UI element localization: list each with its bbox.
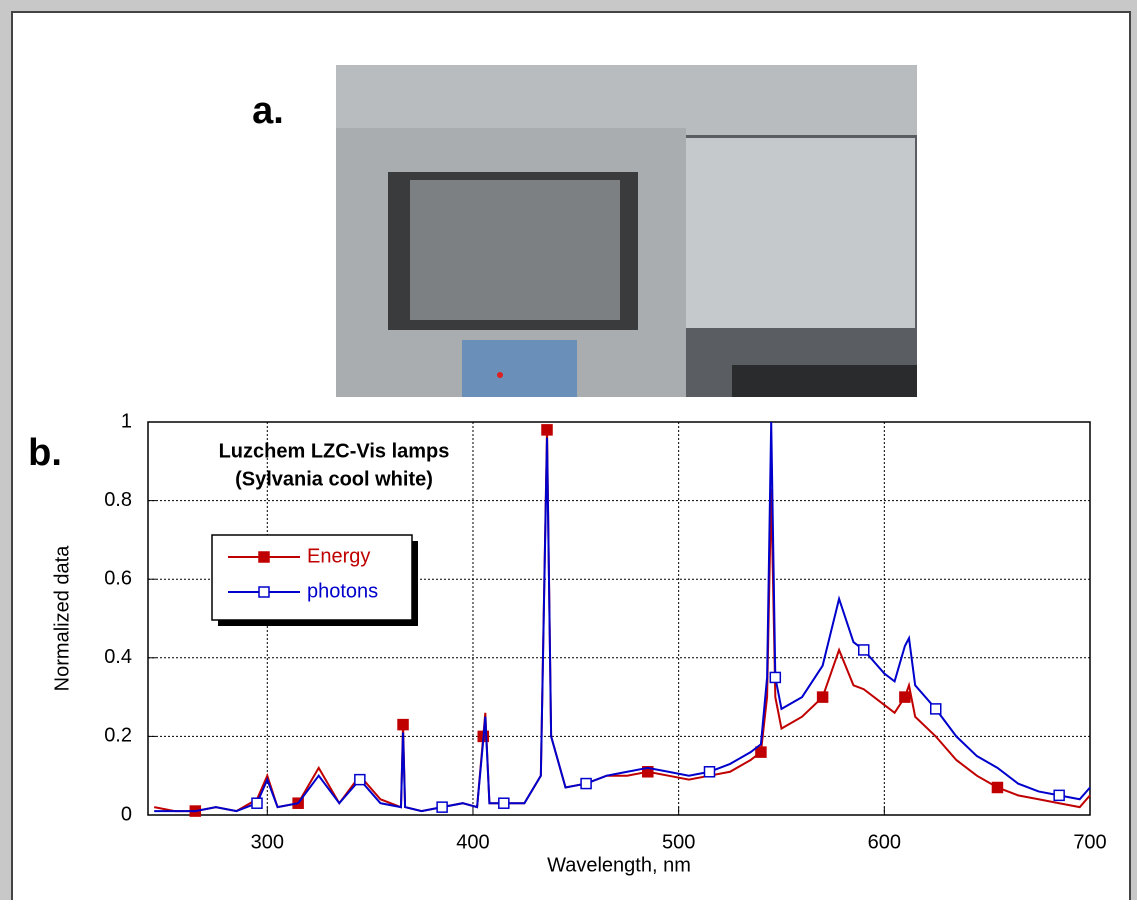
y-tick-label: 0 [121, 803, 132, 825]
series-marker [991, 781, 1004, 794]
y-axis-label: Normalized data [51, 545, 73, 692]
series-marker [929, 703, 942, 715]
photo [336, 65, 917, 397]
series-marker [755, 746, 767, 758]
series-marker [541, 424, 553, 436]
x-axis-label: Wavelength, nm [547, 854, 691, 876]
legend-marker [258, 586, 270, 598]
series-line [154, 421, 1091, 813]
legend-box [211, 534, 413, 621]
x-tick-label: 400 [456, 831, 489, 853]
y-tick-label: 0.8 [104, 489, 132, 511]
series-marker [251, 797, 263, 809]
series-marker [642, 766, 654, 778]
panel-label: a. [252, 90, 284, 132]
panel-label: b. [28, 432, 62, 474]
series-marker [498, 797, 510, 809]
series-marker [397, 718, 409, 731]
series-marker [436, 801, 448, 813]
legend-marker [258, 551, 270, 563]
y-tick-label: 1 [121, 410, 132, 432]
chart-subtitle: (Sylvania cool white) [235, 468, 433, 490]
series-marker [580, 777, 592, 790]
series-marker [899, 691, 911, 703]
x-tick-label: 600 [868, 831, 901, 853]
chart-title: Luzchem LZC-Vis lamps [219, 440, 450, 462]
x-tick-label: 700 [1073, 831, 1106, 853]
x-tick-label: 500 [662, 831, 695, 853]
x-tick-label: 300 [251, 831, 284, 853]
series-marker [816, 691, 829, 703]
y-tick-label: 0.4 [104, 646, 132, 668]
series-marker [703, 766, 716, 778]
y-tick-label: 0.6 [104, 567, 132, 589]
legend-label: photons [307, 580, 378, 602]
series-marker [354, 773, 366, 786]
series-marker [769, 671, 782, 684]
legend-label: Energy [307, 545, 370, 567]
series-marker [858, 644, 870, 656]
y-tick-label: 0.2 [104, 725, 132, 747]
plot-border [147, 421, 1091, 816]
series-marker [1053, 789, 1065, 802]
